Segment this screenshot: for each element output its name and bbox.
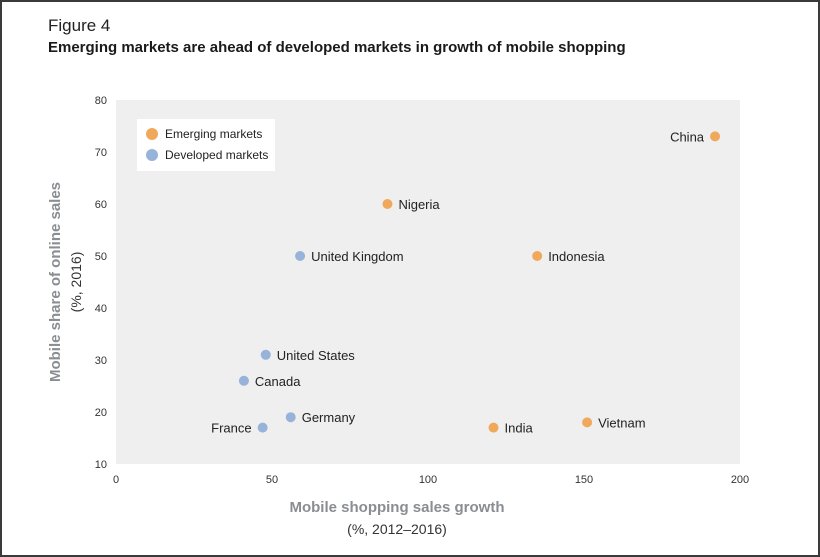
y-axis-subtitle: (%, 2016)	[68, 252, 84, 313]
point-label: Germany	[302, 410, 356, 425]
data-point-united-states	[260, 349, 271, 360]
x-axis-title: Mobile shopping sales growth	[289, 499, 504, 516]
y-tick-label: 10	[95, 459, 107, 471]
y-tick-label: 60	[95, 199, 107, 211]
legend-label-emerging: Emerging markets	[165, 127, 262, 141]
data-point-germany	[285, 412, 296, 423]
data-point-india	[488, 422, 499, 433]
point-label: France	[211, 421, 251, 436]
point-label: Indonesia	[548, 249, 605, 264]
x-tick-label: 150	[575, 474, 593, 486]
axis-ticks: 0 50 100 150 200 10 20 30 40 50 60 70 80	[95, 95, 749, 486]
data-point-france	[257, 422, 268, 433]
data-points: China Nigeria Indonesia India Vietnam United …	[211, 129, 721, 436]
x-tick-label: 0	[113, 474, 119, 486]
y-tick-label: 50	[95, 251, 107, 263]
data-point-united-kingdom	[295, 251, 306, 261]
legend: Emerging markets Developed markets	[137, 119, 275, 171]
data-point-indonesia	[532, 251, 543, 261]
y-tick-label: 40	[95, 303, 107, 315]
figure-label: Figure 4	[48, 16, 111, 35]
x-tick-label: 50	[266, 474, 278, 486]
legend-marker-emerging	[146, 128, 158, 140]
data-point-china	[710, 131, 721, 142]
point-label: India	[505, 421, 534, 436]
legend-box	[137, 119, 275, 171]
legend-marker-developed	[146, 149, 158, 161]
x-tick-label: 100	[419, 474, 437, 486]
point-label: Nigeria	[398, 197, 440, 212]
legend-label-developed: Developed markets	[165, 148, 268, 162]
data-point-canada	[238, 375, 249, 386]
point-label: Vietnam	[598, 415, 645, 430]
point-label: United Kingdom	[311, 249, 404, 264]
y-axis-title: Mobile share of online sales	[47, 182, 64, 382]
y-tick-label: 70	[95, 147, 107, 159]
y-tick-label: 30	[95, 355, 107, 367]
y-tick-label: 20	[95, 407, 107, 419]
point-label: Canada	[255, 374, 301, 389]
point-label: China	[670, 129, 705, 144]
point-label: United States	[277, 348, 356, 363]
chart-title: Emerging markets are ahead of developed …	[48, 39, 626, 56]
x-tick-label: 200	[731, 474, 749, 486]
data-point-nigeria	[382, 199, 393, 209]
data-point-vietnam	[582, 417, 593, 428]
x-axis-subtitle: (%, 2012–2016)	[347, 521, 447, 537]
y-tick-label: 80	[95, 95, 107, 107]
